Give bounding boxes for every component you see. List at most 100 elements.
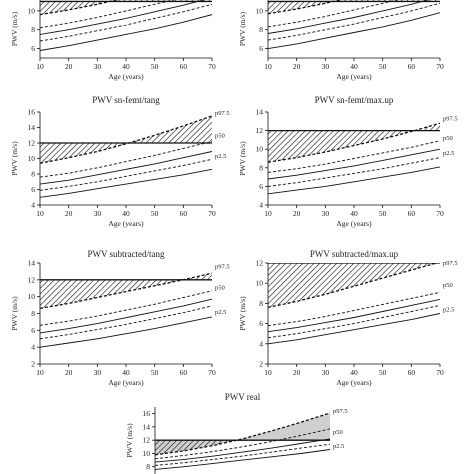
x-axis-label: Age (years)	[336, 219, 372, 228]
series-line-1	[268, 12, 440, 50]
y-axis-label: PWV (m/s)	[238, 141, 247, 176]
series-line-4	[268, 291, 440, 327]
percentile-label: p2.5	[333, 443, 344, 450]
x-tick-label: 60	[408, 368, 416, 377]
x-tick-label: 10	[264, 368, 272, 377]
chart-title: PWV real	[225, 392, 261, 402]
chart-panel-1: 10 20 30 40 50 60 70 Age (years) 6 8 10 PWV (m/s)	[10, 0, 216, 81]
series-line-5	[40, 272, 212, 310]
x-tick-label: 30	[322, 62, 330, 71]
series-line-3	[268, 148, 440, 180]
percentile-label: p50	[443, 282, 453, 289]
y-tick-label: 6	[259, 319, 263, 328]
x-tick-label: 70	[208, 62, 216, 71]
percentile-label: p97.5	[443, 116, 458, 123]
y-tick-label: 8	[31, 309, 35, 318]
series-line-5	[268, 122, 440, 163]
chart-panel-7: 8 10 12 14 16 PWV (m/s) PWV real p97.5 p50 p2.5	[125, 392, 348, 474]
threshold-hatch	[40, 0, 212, 15]
y-tick-label: 14	[143, 422, 151, 431]
series-line-4	[155, 428, 330, 460]
series-line-3	[268, 298, 440, 333]
y-tick-label: 14	[28, 259, 36, 268]
chart-panel-5: 10 20 30 40 50 60 70 Age (years) 2 4 6 8 10 12 14 PWV (…	[10, 249, 230, 387]
y-axis-label: PWV (m/s)	[10, 296, 19, 331]
x-axis-label: Age (years)	[108, 219, 144, 228]
x-tick-label: 10	[36, 368, 44, 377]
x-axis-label: Age (years)	[336, 72, 372, 81]
y-tick-label: 12	[143, 436, 151, 445]
y-tick-label: 16	[28, 108, 36, 117]
y-tick-label: 6	[31, 185, 35, 194]
series-line-1	[40, 316, 212, 348]
y-tick-label: 8	[259, 25, 263, 34]
y-tick-label: 6	[31, 44, 35, 53]
x-axis-label: Age (years)	[336, 378, 372, 387]
plot-area	[40, 115, 212, 198]
x-tick-label: 40	[122, 368, 130, 377]
x-tick-label: 10	[36, 209, 44, 218]
x-tick-label: 40	[122, 62, 130, 71]
y-tick-label: 10	[28, 154, 36, 163]
plot-area	[40, 0, 212, 51]
x-tick-label: 50	[379, 368, 387, 377]
y-tick-label: 10	[143, 449, 151, 458]
chart-panel-3: 10 20 30 40 50 60 70 Age (years) 4 6 8 10 12 14 16 PWV …	[10, 95, 230, 228]
series-line-4	[268, 140, 440, 173]
x-axis-label: Age (years)	[108, 72, 144, 81]
series-line-3	[155, 438, 330, 463]
x-tick-label: 70	[208, 209, 216, 218]
x-tick-label: 20	[293, 62, 301, 71]
y-axis-label: PWV (m/s)	[10, 141, 19, 176]
percentile-label: p97.5	[333, 408, 348, 415]
y-tick-label: 8	[31, 25, 35, 34]
x-tick-label: 70	[436, 209, 444, 218]
percentile-label: p50	[443, 135, 453, 142]
x-tick-label: 40	[350, 368, 358, 377]
y-axis-label: PWV (m/s)	[238, 296, 247, 331]
plot-area	[40, 272, 212, 348]
x-tick-label: 60	[180, 62, 188, 71]
y-axis-label: PWV (m/s)	[10, 11, 19, 46]
y-tick-label: 12	[28, 139, 36, 148]
x-tick-label: 70	[436, 368, 444, 377]
series-line-2	[268, 157, 440, 187]
y-tick-label: 4	[31, 343, 35, 352]
x-tick-label: 60	[180, 209, 188, 218]
chart-panel-4: 10 20 30 40 50 60 70 Age (years) 4 6 8 10 12 14 PWV (m…	[238, 95, 458, 228]
y-tick-label: 10	[28, 6, 36, 15]
x-tick-label: 60	[180, 368, 188, 377]
threshold-hatch	[268, 0, 440, 14]
series-line-2	[40, 158, 212, 191]
y-tick-label: 4	[259, 201, 263, 210]
percentile-label: p2.5	[443, 306, 454, 313]
x-tick-label: 30	[94, 62, 102, 71]
y-tick-label: 8	[259, 299, 263, 308]
y-tick-label: 14	[256, 108, 264, 117]
series-line-4	[40, 141, 212, 178]
series-line-2	[155, 443, 330, 466]
series-line-4	[40, 290, 212, 326]
y-tick-label: 8	[31, 170, 35, 179]
y-tick-label: 12	[28, 275, 36, 284]
x-tick-label: 60	[408, 62, 416, 71]
plot-area	[268, 122, 440, 195]
series-line-4	[40, 0, 176, 29]
plot-area	[155, 412, 330, 470]
chart-title: PWV subtracted/max.up	[310, 249, 399, 259]
x-tick-label: 70	[436, 62, 444, 71]
chart-title: PWV sn-femt/tang	[92, 95, 160, 105]
percentile-label: p97.5	[215, 263, 230, 270]
series-line-2	[268, 304, 440, 339]
threshold-hatch	[40, 273, 212, 309]
y-tick-label: 6	[259, 44, 263, 53]
series-line-4	[268, 0, 400, 28]
chart-panel-6: 10 20 30 40 50 60 70 Age (years) 2 4 6 8 10 12 PWV (m/…	[238, 249, 458, 387]
chart-title: PWV sn-femt/max.up	[315, 95, 394, 105]
x-tick-label: 30	[322, 209, 330, 218]
y-tick-label: 6	[259, 182, 263, 191]
percentile-label: p2.5	[443, 150, 454, 157]
percentile-label: p2.5	[215, 153, 226, 160]
x-tick-label: 40	[350, 62, 358, 71]
